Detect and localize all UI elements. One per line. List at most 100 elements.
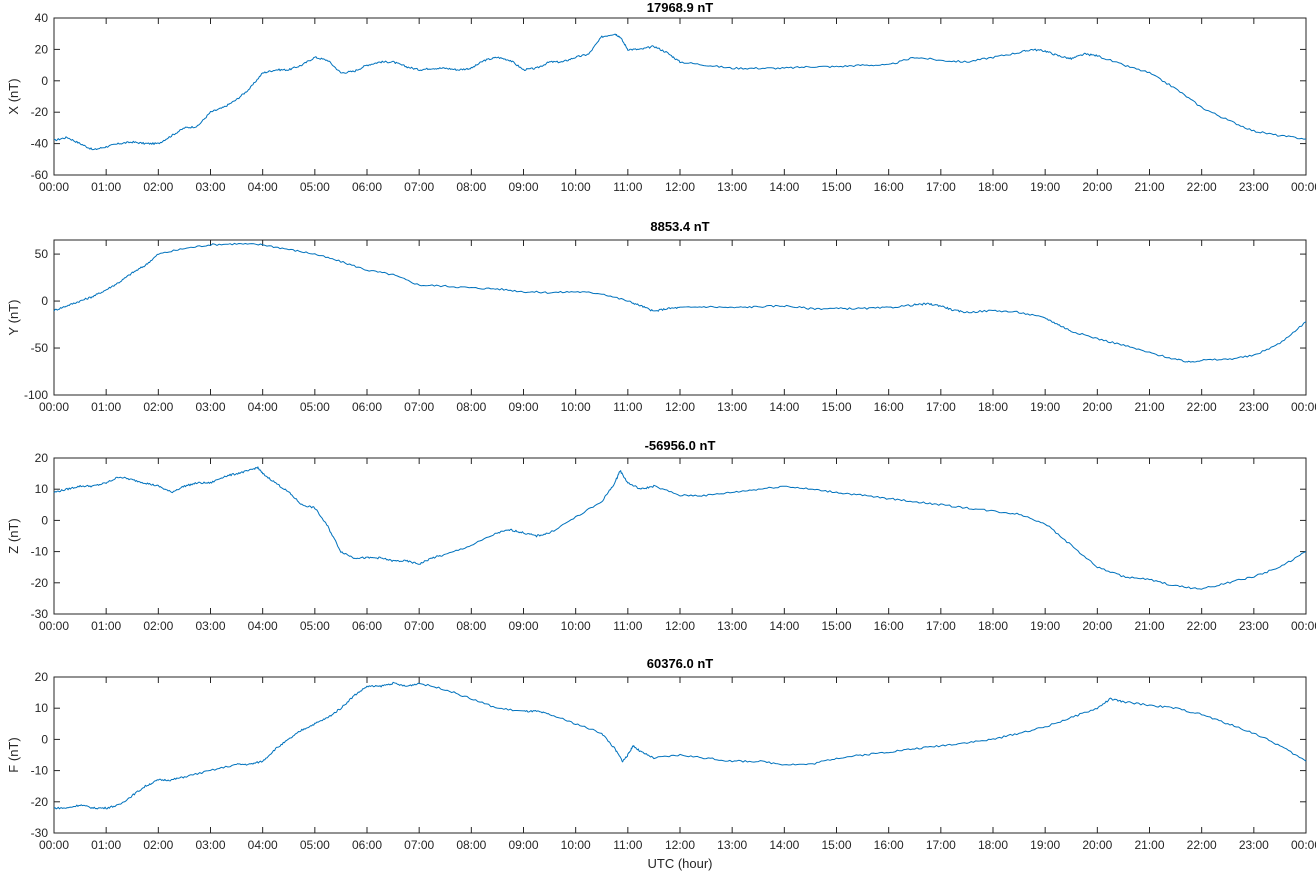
x-tick-label-y: 03:00: [195, 400, 225, 414]
x-tick-label-y: 18:00: [978, 400, 1008, 414]
panel-title-z: -56956.0 nT: [645, 438, 716, 453]
x-tick-label-f: 23:00: [1239, 838, 1269, 852]
x-tick-label-z: 11:00: [613, 619, 642, 633]
x-tick-label-f: 06:00: [352, 838, 382, 852]
x-tick-label-z: 20:00: [1082, 619, 1112, 633]
x-tick-label-x: 20:00: [1082, 180, 1112, 194]
x-tick-label-x: 08:00: [456, 180, 486, 194]
x-tick-label-f: 10:00: [561, 838, 591, 852]
x-tick-label-x: 23:00: [1239, 180, 1269, 194]
x-tick-label-f: 15:00: [821, 838, 851, 852]
x-tick-label-f: 16:00: [874, 838, 904, 852]
y-tick-label-z: -10: [31, 545, 49, 559]
x-tick-label-f: 08:00: [456, 838, 486, 852]
x-axis-label: UTC (hour): [647, 856, 712, 871]
panel-f: 00:00 01:00 02:00 03:00 04:00 05:00 06:00 07:00…: [6, 656, 1316, 852]
x-tick-label-y: 08:00: [456, 400, 486, 414]
x-tick-label-z: 06:00: [352, 619, 382, 633]
x-tick-label-f: 22:00: [1187, 838, 1217, 852]
x-tick-label-z: 12:00: [665, 619, 695, 633]
x-tick-label-f: 13:00: [717, 838, 747, 852]
x-tick-label-y: 10:00: [561, 400, 591, 414]
x-tick-label-z: 17:00: [926, 619, 956, 633]
y-tick-label-f: 0: [41, 732, 48, 746]
x-tick-label-f: 00:00: [1291, 838, 1316, 852]
x-tick-label-z: 23:00: [1239, 619, 1269, 633]
x-tick-label-y: 15:00: [821, 400, 851, 414]
x-tick-label-y: 16:00: [874, 400, 904, 414]
y-tick-label-z: -30: [31, 607, 49, 621]
x-tick-label-z: 05:00: [300, 619, 330, 633]
x-tick-label-y: 07:00: [404, 400, 434, 414]
x-tick-label-z: 13:00: [717, 619, 747, 633]
x-tick-label-f: 00:00: [39, 838, 69, 852]
x-tick-label-x: 21:00: [1134, 180, 1164, 194]
x-tick-label-y: 19:00: [1030, 400, 1060, 414]
x-tick-label-f: 04:00: [248, 838, 278, 852]
y-tick-label-x: -60: [31, 168, 49, 182]
x-tick-label-y: 04:00: [248, 400, 278, 414]
y-tick-label-y: 50: [35, 247, 49, 261]
y-tick-label-x: -20: [31, 105, 49, 119]
x-tick-label-f: 02:00: [143, 838, 173, 852]
x-tick-label-z: 08:00: [456, 619, 486, 633]
x-tick-label-y: 22:00: [1187, 400, 1217, 414]
y-tick-label-y: 0: [41, 294, 48, 308]
x-tick-label-z: 16:00: [874, 619, 904, 633]
x-tick-label-z: 02:00: [143, 619, 173, 633]
y-tick-label-f: -20: [31, 795, 49, 809]
x-tick-label-x: 05:00: [300, 180, 330, 194]
x-tick-label-y: 01:00: [91, 400, 121, 414]
x-tick-label-f: 09:00: [508, 838, 538, 852]
x-tick-label-z: 14:00: [769, 619, 799, 633]
x-tick-label-z: 00:00: [1291, 619, 1316, 633]
x-tick-label-y: 06:00: [352, 400, 382, 414]
x-tick-label-x: 19:00: [1030, 180, 1060, 194]
y-tick-label-x: 0: [41, 74, 48, 88]
panel-title-f: 60376.0 nT: [647, 656, 714, 671]
series-line-z: [53, 466, 1307, 590]
x-tick-label-x: 16:00: [874, 180, 904, 194]
y-axis-label-x: X (nT): [6, 78, 21, 114]
y-axis-label-f: F (nT): [6, 737, 21, 772]
plot-area-y: [53, 239, 1307, 396]
x-tick-label-z: 18:00: [978, 619, 1008, 633]
y-axis-label-z: Z (nT): [6, 518, 21, 553]
x-tick-label-f: 20:00: [1082, 838, 1112, 852]
x-tick-label-z: 10:00: [561, 619, 591, 633]
x-tick-label-x: 03:00: [195, 180, 225, 194]
y-tick-label-f: -30: [31, 826, 49, 840]
x-tick-label-y: 09:00: [508, 400, 538, 414]
x-tick-label-x: 18:00: [978, 180, 1008, 194]
series-line-y: [53, 242, 1307, 363]
x-tick-label-f: 14:00: [769, 838, 799, 852]
x-tick-label-z: 00:00: [39, 619, 69, 633]
x-tick-label-z: 01:00: [91, 619, 121, 633]
x-tick-label-x: 01:00: [91, 180, 121, 194]
y-axis-label-y: Y (nT): [6, 300, 21, 336]
x-tick-label-z: 03:00: [195, 619, 225, 633]
plot-area-z: [53, 457, 1307, 615]
y-tick-label-y: -100: [24, 388, 48, 402]
panel-z: 00:00 01:00 02:00 03:00 04:00 05:00 06:00 07:00…: [6, 438, 1316, 633]
x-tick-label-x: 17:00: [926, 180, 956, 194]
y-tick-label-x: 40: [35, 11, 49, 25]
x-tick-label-f: 19:00: [1030, 838, 1060, 852]
x-tick-label-x: 09:00: [508, 180, 538, 194]
x-tick-label-x: 04:00: [248, 180, 278, 194]
x-tick-label-x: 00:00: [39, 180, 69, 194]
x-tick-label-z: 22:00: [1187, 619, 1217, 633]
y-tick-label-y: -50: [31, 341, 49, 355]
series-line-x: [53, 33, 1307, 151]
x-tick-label-f: 18:00: [978, 838, 1008, 852]
x-tick-label-f: 03:00: [195, 838, 225, 852]
x-tick-label-y: 02:00: [143, 400, 173, 414]
x-tick-label-y: 21:00: [1134, 400, 1164, 414]
y-tick-label-f: -10: [31, 764, 49, 778]
x-tick-label-x: 11:00: [613, 180, 642, 194]
x-tick-label-z: 07:00: [404, 619, 434, 633]
x-tick-label-x: 10:00: [561, 180, 591, 194]
x-tick-label-f: 07:00: [404, 838, 434, 852]
y-tick-label-z: 10: [35, 482, 49, 496]
